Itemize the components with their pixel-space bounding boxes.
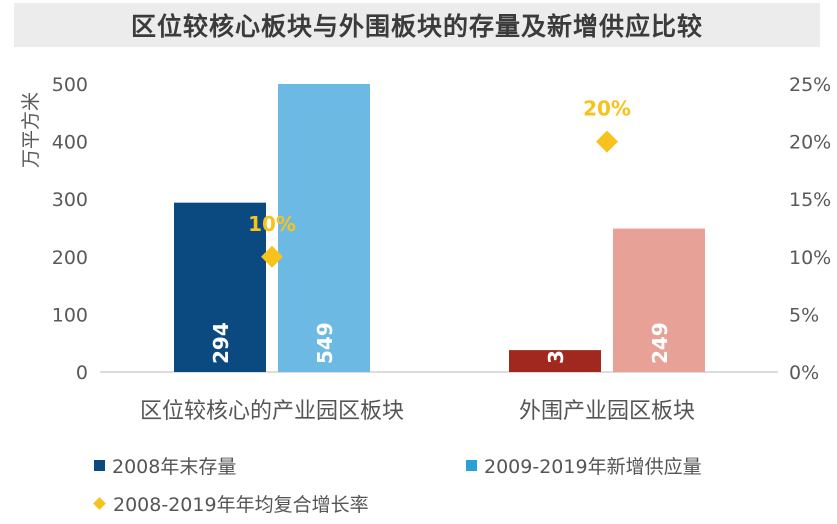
legend-label: 2008-2019年年均复合增长率 [113, 494, 369, 516]
y-tick-label: 300 [52, 189, 88, 211]
y2-tick-label: 0% [789, 362, 819, 384]
y2-tick-label: 25% [789, 74, 831, 96]
cagr-data-label: 10% [248, 212, 296, 236]
cagr-point [261, 245, 283, 268]
x-category-label: 外围产业园区板块 [519, 399, 695, 424]
bar [613, 228, 705, 372]
bar-data-label: 549 [313, 322, 337, 364]
bar [278, 84, 370, 372]
legend-item-cagr: 2008-2019年年均复合增长率 [93, 490, 369, 517]
bar-data-label: 249 [648, 322, 672, 364]
legend-label: 2009-2019年新增供应量 [484, 456, 702, 478]
y-axis-title: 万平方米 [20, 92, 42, 168]
bar [509, 350, 601, 372]
y2-tick-label: 5% [789, 304, 819, 326]
y-tick-label: 400 [52, 132, 88, 154]
legend-label: 2008年末存量 [112, 456, 237, 478]
y2-tick-label: 10% [789, 247, 831, 269]
chart-title: 区位较核心板块与外围板块的存量及新增供应比较 [130, 12, 703, 41]
legend-swatch [466, 460, 477, 471]
y-tick-label: 500 [52, 74, 88, 96]
x-category-label: 区位较核心的产业园区板块 [140, 399, 404, 424]
legend-diamond-icon [93, 497, 106, 510]
legend-item-stock: 2008年末存量 [94, 452, 236, 479]
y2-tick-label: 15% [789, 189, 831, 211]
legend-swatch [94, 460, 105, 471]
bar-data-label: 38 [544, 336, 568, 364]
bar [174, 202, 266, 372]
legend-item-new-supply: 2009-2019年新增供应量 [466, 452, 702, 479]
cagr-data-label: 20% [583, 97, 631, 121]
bar-data-label: 294 [209, 322, 233, 364]
y-tick-label: 100 [52, 304, 88, 326]
y2-tick-label: 20% [789, 132, 831, 154]
title-bar: 区位较核心板块与外围板块的存量及新增供应比较 [14, 3, 820, 47]
cagr-point [596, 130, 618, 153]
y-tick-label: 200 [52, 247, 88, 269]
y-tick-label: 0 [76, 362, 88, 384]
